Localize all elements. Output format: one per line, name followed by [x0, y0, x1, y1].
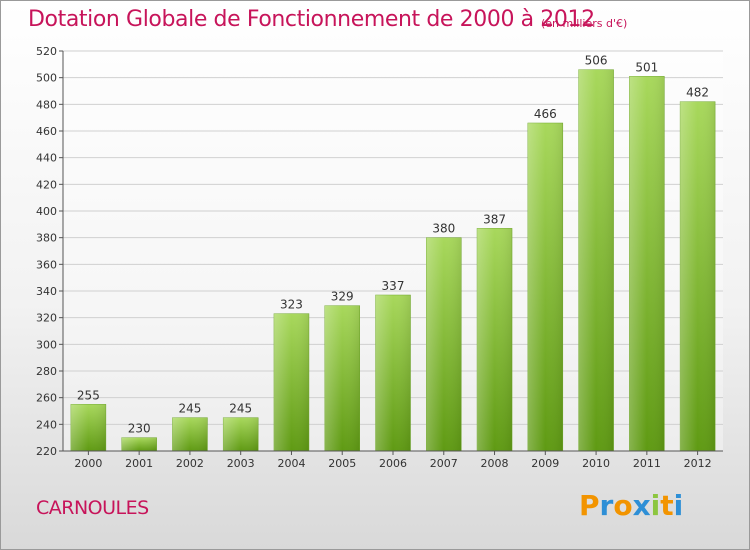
logo-letter: i — [650, 489, 661, 522]
chart-unit: (en milliers d'€) — [541, 17, 628, 30]
bar-shine — [477, 228, 513, 451]
bar-shine — [426, 237, 462, 451]
logo-letter: i — [673, 489, 684, 522]
y-tick-label: 520 — [36, 45, 57, 58]
y-tick-label: 380 — [36, 232, 57, 245]
bar-shine — [70, 404, 106, 451]
bar-shine — [324, 305, 360, 451]
logo-letter: r — [599, 489, 614, 522]
x-tick-label: 2008 — [481, 457, 509, 470]
value-label: 380 — [432, 222, 455, 236]
logo-letter: P — [579, 489, 600, 522]
y-tick-label: 280 — [36, 365, 57, 378]
y-tick-label: 360 — [36, 258, 57, 271]
x-tick-label: 2011 — [633, 457, 661, 470]
value-label: 255 — [77, 388, 100, 402]
y-tick-label: 500 — [36, 72, 57, 85]
bar-shine — [223, 417, 259, 451]
chart-title: Dotation Globale de Fonctionnement de 20… — [28, 7, 595, 32]
value-label: 323 — [280, 298, 303, 312]
bar-shine — [273, 313, 309, 451]
x-tick-label: 2012 — [684, 457, 712, 470]
y-tick-label: 460 — [36, 125, 57, 138]
x-tick-label: 2010 — [582, 457, 610, 470]
value-label: 506 — [585, 54, 608, 68]
x-tick-label: 2009 — [531, 457, 559, 470]
y-tick-label: 260 — [36, 392, 57, 405]
value-label: 387 — [483, 212, 506, 226]
x-tick-label: 2001 — [125, 457, 153, 470]
value-label: 245 — [229, 402, 252, 416]
y-tick-label: 420 — [36, 178, 57, 191]
logo-letter: o — [613, 489, 633, 522]
bar-shine — [680, 101, 716, 452]
logo-letter: t — [660, 489, 674, 522]
x-tick-label: 2006 — [379, 457, 407, 470]
y-tick-label: 480 — [36, 98, 57, 111]
bar-shine — [578, 69, 614, 452]
bar-shine — [172, 417, 208, 451]
y-tick-label: 400 — [36, 205, 57, 218]
x-tick-label: 2005 — [328, 457, 356, 470]
bar-shine — [121, 437, 157, 451]
y-tick-label: 320 — [36, 312, 57, 325]
bar-shine — [629, 76, 665, 451]
value-label: 245 — [178, 402, 201, 416]
value-label: 230 — [128, 422, 151, 436]
value-label: 466 — [534, 107, 557, 121]
y-tick-label: 240 — [36, 418, 57, 431]
x-tick-label: 2007 — [430, 457, 458, 470]
value-label: 329 — [331, 290, 354, 304]
proxiti-logo: Proxiti — [579, 489, 683, 522]
x-tick-label: 2004 — [277, 457, 305, 470]
y-tick-label: 220 — [36, 445, 57, 458]
y-tick-label: 340 — [36, 285, 57, 298]
x-tick-label: 2002 — [176, 457, 204, 470]
value-label: 501 — [635, 60, 658, 74]
x-tick-label: 2003 — [227, 457, 255, 470]
value-label: 482 — [686, 86, 709, 100]
value-label: 337 — [382, 279, 405, 293]
commune-name: CARNOULES — [36, 497, 149, 519]
y-tick-label: 440 — [36, 152, 57, 165]
logo-letter: x — [632, 489, 651, 522]
bar-shine — [375, 295, 411, 451]
y-tick-label: 300 — [36, 338, 57, 351]
bar-shine — [527, 123, 563, 451]
x-tick-label: 2000 — [74, 457, 102, 470]
